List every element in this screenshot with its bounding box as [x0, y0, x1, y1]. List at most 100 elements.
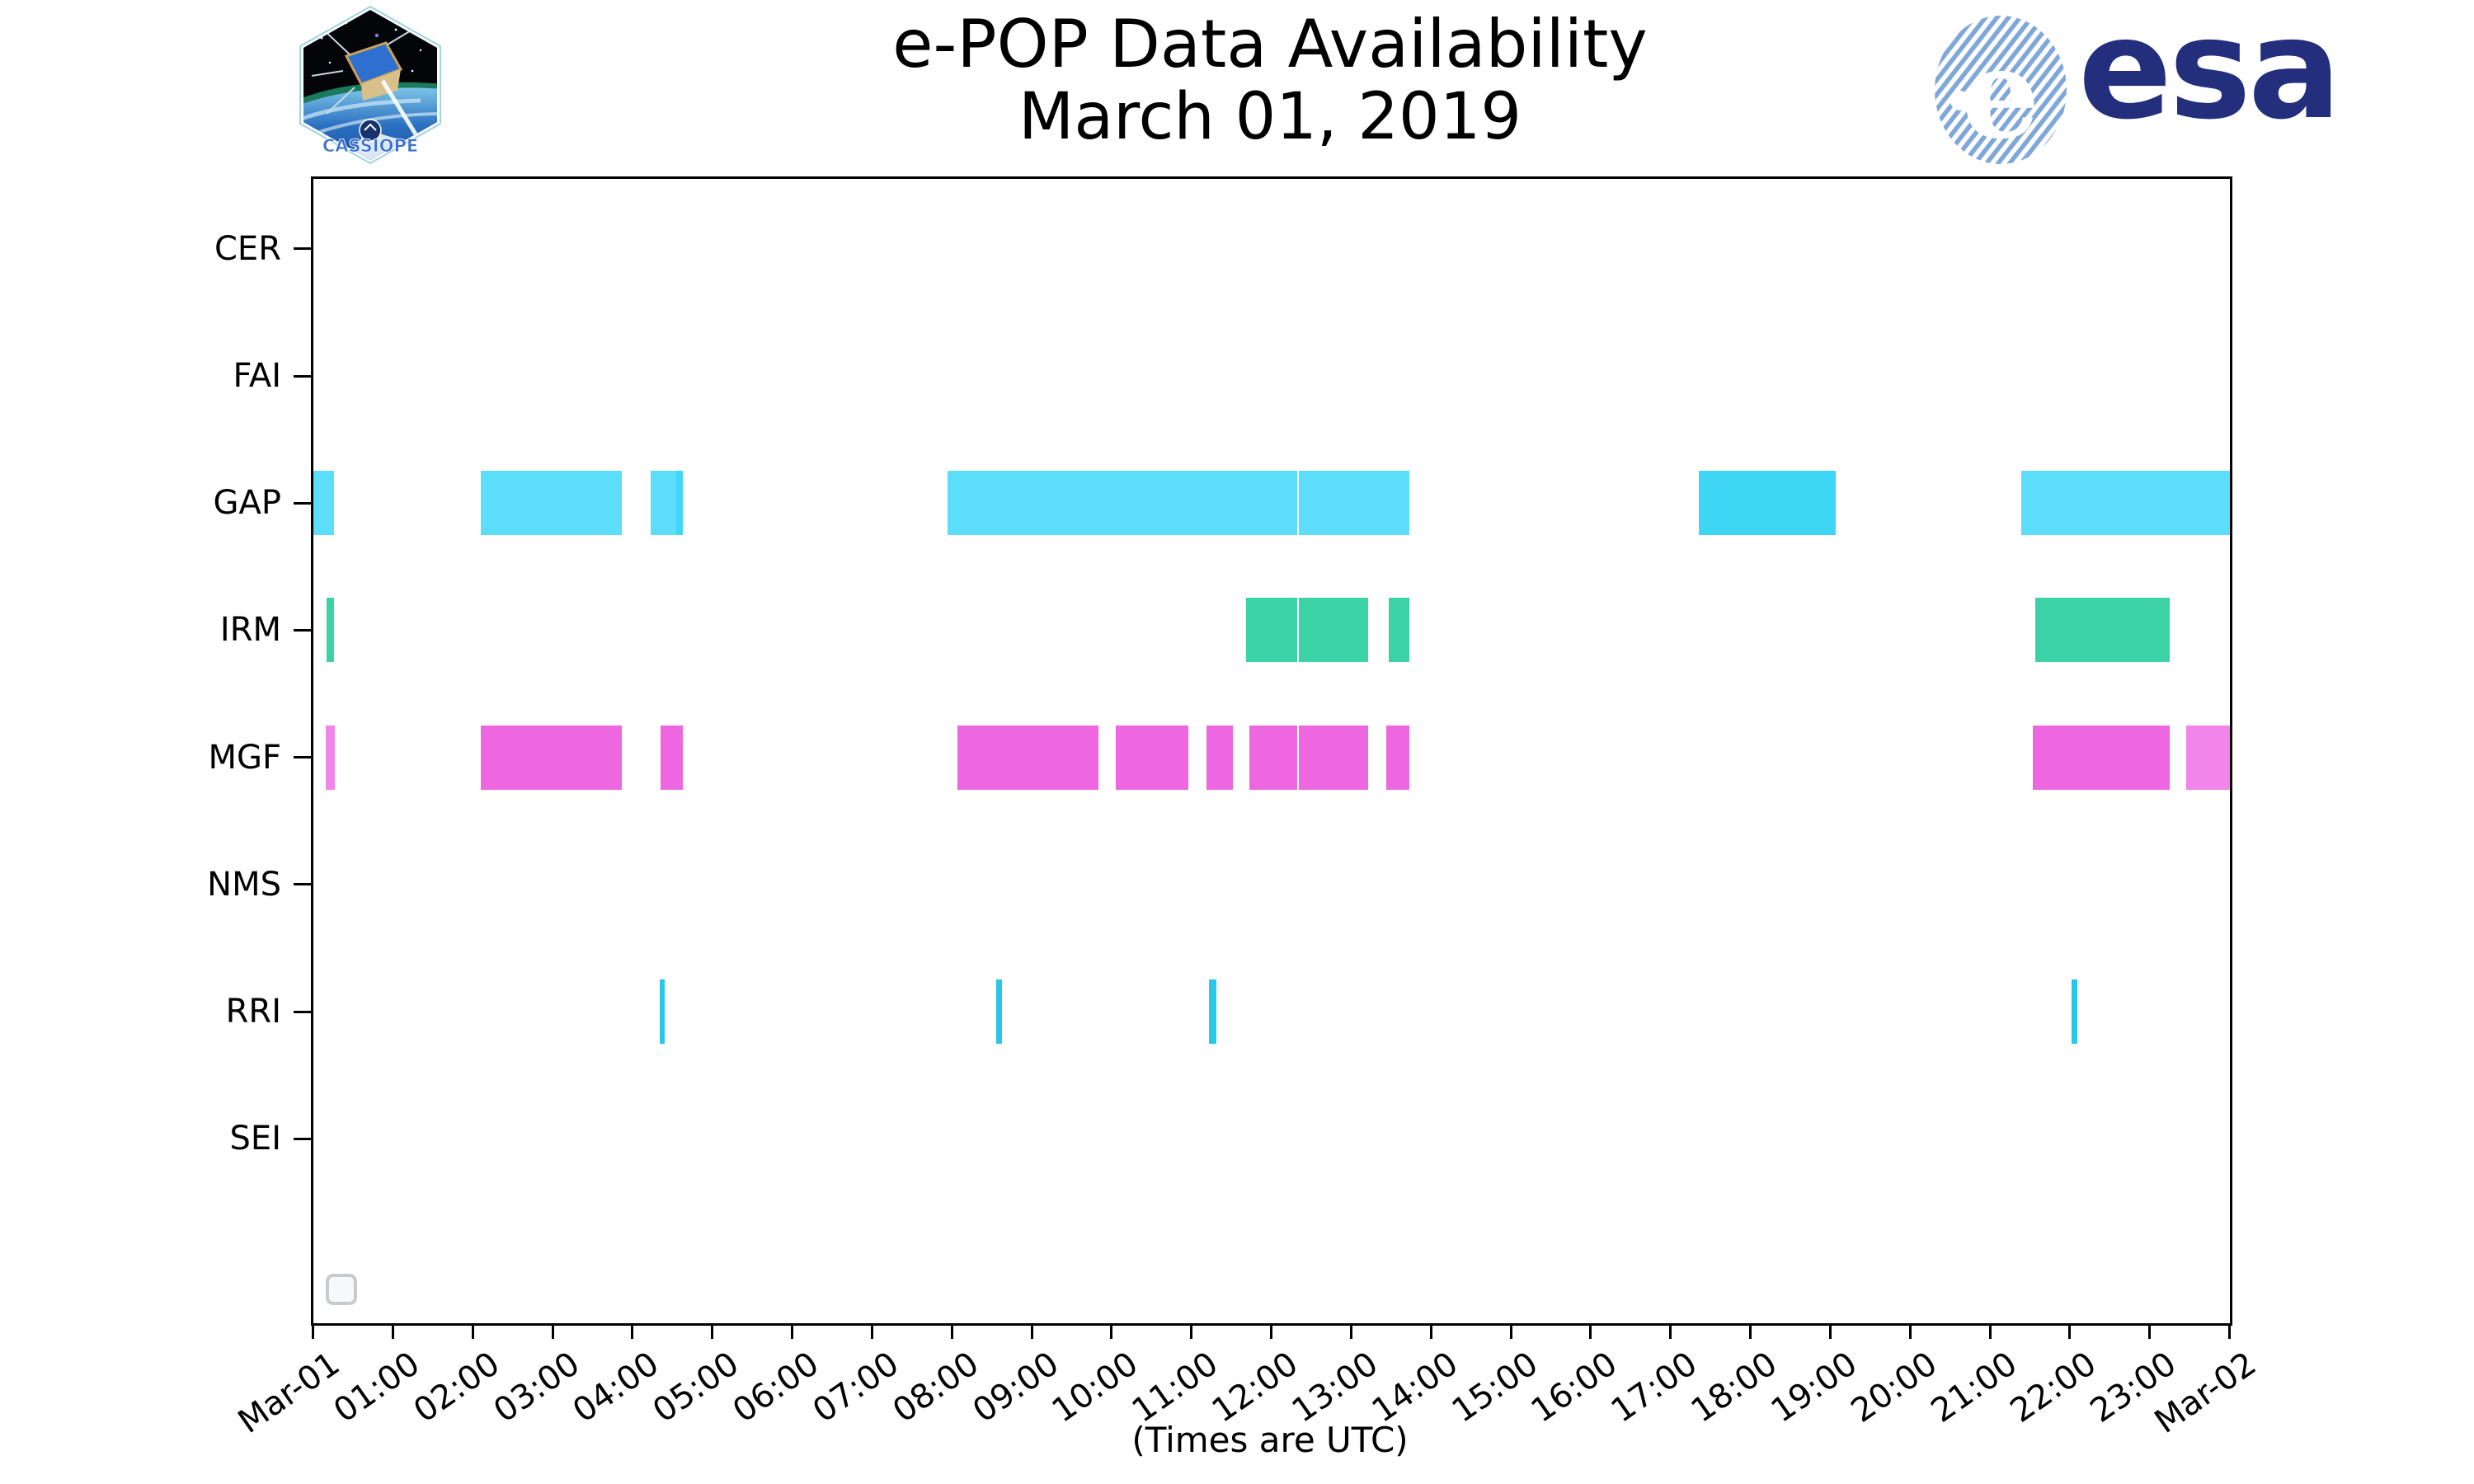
- gap-availability-bar: [1699, 471, 1836, 536]
- rri-availability-bar: [1209, 979, 1217, 1045]
- x-axis-label-22:00: 22:00: [2003, 1345, 2104, 1430]
- x-tick-20:00: [1908, 1323, 1912, 1339]
- x-tick-03:00: [551, 1323, 554, 1339]
- y-axis-label-sei: SEI: [229, 1120, 281, 1158]
- rri-availability-bar: [660, 979, 666, 1045]
- x-axis-label-02:00: 02:00: [407, 1345, 507, 1430]
- gap-availability-bar: [675, 471, 684, 536]
- y-tick-nms: [294, 883, 311, 886]
- x-axis-label-09:00: 09:00: [966, 1345, 1065, 1430]
- cassiope-mission-patch: CASSIOPE: [297, 5, 444, 165]
- y-tick-fai: [294, 374, 311, 378]
- x-axis-label-05:00: 05:00: [646, 1345, 746, 1430]
- rri-availability-bar: [995, 979, 1002, 1045]
- x-axis-label-01:00: 01:00: [327, 1345, 427, 1430]
- x-tick-16:00: [1589, 1323, 1592, 1339]
- x-tick-19:00: [1828, 1323, 1832, 1339]
- timeline-plot-area: [294, 176, 2232, 1339]
- signal-beam: [380, 79, 420, 139]
- y-axis-label-gap: GAP: [213, 484, 281, 523]
- y-axis-label-irm: IRM: [219, 611, 281, 650]
- mgf-availability-bar: [1386, 725, 1409, 790]
- x-tick-09:00: [1030, 1323, 1033, 1339]
- x-tick-13:00: [1349, 1323, 1352, 1339]
- x-tick-22:00: [2068, 1323, 2072, 1339]
- x-axis-label-07:00: 07:00: [806, 1345, 906, 1430]
- y-tick-rri: [294, 1010, 311, 1013]
- x-axis-label-20:00: 20:00: [1844, 1345, 1945, 1430]
- x-tick-07:00: [870, 1323, 873, 1339]
- x-axis-label-06:00: 06:00: [726, 1345, 826, 1430]
- legend-box: [326, 1274, 357, 1305]
- mgf-availability-bar: [325, 725, 336, 790]
- x-axis-label-13:00: 13:00: [1285, 1345, 1385, 1430]
- x-tick-17:00: [1669, 1323, 1672, 1339]
- x-axis-label-10:00: 10:00: [1045, 1345, 1145, 1430]
- esa-globe-icon: e: [1935, 16, 2067, 167]
- x-axis-label-11:00: 11:00: [1125, 1345, 1225, 1430]
- x-tick-15:00: [1509, 1323, 1512, 1339]
- chart-title: e-POP Data Availability March 01, 2019: [858, 8, 1682, 155]
- irm-availability-bar: [1246, 598, 1297, 663]
- y-axis-label-mgf: MGF: [208, 738, 281, 777]
- gap-availability-bar: [1298, 471, 1409, 536]
- x-tick-18:00: [1749, 1323, 1752, 1339]
- x-tick-02:00: [471, 1323, 474, 1339]
- mgf-availability-bar: [957, 725, 1098, 790]
- cassiope-label: CASSIOPE: [322, 136, 418, 156]
- x-axis-caption: (Times are UTC): [1131, 1420, 1409, 1460]
- x-tick-mar-01: [312, 1323, 314, 1339]
- svg-text:e: e: [1961, 21, 2039, 167]
- gap-availability-bar: [481, 471, 622, 536]
- irm-availability-bar: [2034, 598, 2171, 663]
- esa-logo: e esa: [1930, 0, 2341, 168]
- y-tick-gap: [294, 501, 311, 505]
- x-tick-21:00: [1988, 1323, 1992, 1339]
- x-axis-label-08:00: 08:00: [886, 1345, 986, 1430]
- chart-title-line2: March 01, 2019: [1018, 80, 1522, 154]
- x-axis-label-19:00: 19:00: [1764, 1345, 1865, 1430]
- rri-availability-bar: [2072, 979, 2078, 1045]
- chart-title-line1: e-POP Data Availability: [892, 6, 1648, 82]
- gap-availability-bar: [947, 471, 1297, 536]
- x-tick-06:00: [791, 1323, 793, 1339]
- irm-availability-bar: [1298, 598, 1369, 663]
- y-axis-label-cer: CER: [214, 229, 281, 268]
- y-axis-label-fai: FAI: [233, 357, 282, 396]
- x-tick-11:00: [1190, 1323, 1193, 1339]
- mgf-availability-bar: [481, 725, 622, 790]
- mgf-availability-bar: [2032, 725, 2171, 790]
- x-tick-05:00: [711, 1323, 714, 1339]
- x-axis-label-17:00: 17:00: [1604, 1345, 1705, 1430]
- x-axis-label-16:00: 16:00: [1524, 1345, 1625, 1430]
- x-axis-label-03:00: 03:00: [487, 1345, 586, 1430]
- x-axis-label-12:00: 12:00: [1205, 1345, 1305, 1430]
- esa-wordmark: esa: [2078, 0, 2341, 150]
- mgf-availability-bar: [1249, 725, 1297, 790]
- satellite: [311, 24, 421, 139]
- gap-availability-bar: [650, 471, 676, 536]
- x-tick-23:00: [2148, 1323, 2152, 1339]
- irm-availability-bar: [1389, 598, 1409, 663]
- mgf-availability-bar: [1206, 725, 1233, 790]
- y-axis-label-rri: RRI: [225, 993, 281, 1031]
- x-axis-label-04:00: 04:00: [566, 1345, 666, 1430]
- mgf-availability-bar: [2185, 725, 2230, 790]
- y-tick-cer: [294, 247, 311, 251]
- gap-availability-bar: [2021, 471, 2230, 536]
- y-tick-irm: [294, 628, 311, 632]
- x-axis-label-mar-01: Mar-01: [231, 1345, 347, 1441]
- x-tick-14:00: [1429, 1323, 1432, 1339]
- y-tick-mgf: [294, 756, 311, 759]
- x-axis-label-15:00: 15:00: [1445, 1345, 1545, 1430]
- gap-availability-bar: [313, 471, 335, 536]
- mgf-availability-bar: [1298, 725, 1369, 790]
- x-tick-04:00: [631, 1323, 634, 1339]
- x-tick-12:00: [1270, 1323, 1272, 1339]
- x-axis-label-18:00: 18:00: [1684, 1345, 1785, 1430]
- y-axis-label-nms: NMS: [207, 865, 281, 904]
- irm-availability-bar: [327, 598, 335, 663]
- x-tick-08:00: [950, 1323, 953, 1339]
- mgf-availability-bar: [1116, 725, 1189, 790]
